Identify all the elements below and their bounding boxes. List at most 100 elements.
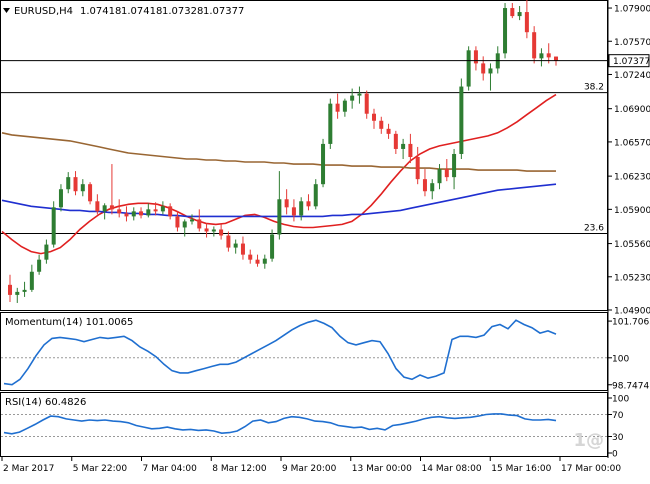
rsi-panel-frame (0, 392, 608, 457)
bull-candle (452, 153, 457, 178)
time-axis-label: 8 Mar 12:00 (212, 464, 267, 474)
price-panel-frame (0, 0, 608, 311)
time-axis: 2 Mar 2017 5 Mar 22:00 7 Mar 04:00 8 Mar 12… (1, 457, 621, 474)
bear-candle (306, 201, 311, 207)
price-header-symbol: EURUSD,H4 (14, 6, 73, 17)
time-axis-label: 9 Mar 20:00 (282, 464, 337, 474)
price-axis-label: 1.07240 (614, 71, 650, 81)
bear-candle (168, 206, 173, 217)
bull-candle (233, 243, 238, 248)
fib-level-label: 23.6 (584, 224, 604, 234)
time-axis-label: 15 Mar 16:00 (491, 464, 551, 474)
bull-candle (102, 205, 107, 212)
bear-candle (393, 133, 398, 149)
bull-candle (277, 199, 282, 235)
bull-candle (350, 95, 355, 101)
rsi-indicator: 100 70 30 0 (1, 395, 629, 460)
bull-candle (262, 258, 267, 264)
bear-candle (553, 56, 559, 61)
rsi-axis-label: 70 (612, 411, 624, 421)
bull-candle (131, 211, 136, 217)
bear-candle (153, 209, 158, 212)
candles (7, 0, 559, 303)
bull-candle (146, 209, 151, 216)
momentum-axis-label: 98.7474 (612, 381, 649, 391)
time-axis-label: 7 Mar 04:00 (143, 464, 198, 474)
bull-candle (15, 291, 20, 295)
bear-candle (371, 113, 377, 121)
fib-levels: 38.2 23.6 (1, 83, 607, 235)
collapse-triangle-icon[interactable] (3, 8, 10, 13)
bear-candle (175, 216, 180, 228)
bear-candle (240, 243, 245, 255)
momentum-indicator: 101.7063 100 98.7474 (1, 318, 650, 391)
bull-candle (80, 184, 85, 192)
current-price-box (608, 54, 650, 68)
bear-candle (7, 284, 13, 295)
rsi-line (3, 413, 557, 435)
bear-candle (444, 169, 449, 178)
rsi-axis-label: 0 (612, 450, 618, 460)
bull-candle (321, 143, 326, 185)
bear-candle (408, 143, 413, 158)
time-axis-label: 2 Mar 2017 (3, 464, 54, 474)
ohlc-close: 1.07377 (203, 6, 244, 17)
price-axis-label: 1.05230 (614, 273, 650, 283)
bear-candle (473, 50, 478, 64)
price-axis-label: 1.05900 (614, 206, 650, 216)
bear-candle (510, 8, 515, 17)
bull-candle (437, 169, 442, 184)
current-price-label: 1.07377 (613, 57, 650, 67)
bull-candle (401, 143, 406, 149)
bear-candle (481, 63, 486, 74)
price-axis-label: 1.06570 (614, 138, 650, 148)
bull-candle (22, 289, 27, 292)
bear-candle (386, 128, 391, 134)
bull-candle (270, 234, 275, 259)
bear-candle (364, 93, 369, 114)
ohlc-high: 1.07418 (121, 6, 162, 17)
bear-candle (139, 211, 144, 216)
bear-candle (422, 179, 427, 192)
bull-candle (29, 271, 34, 290)
time-axis-label: 14 Mar 08:00 (422, 464, 482, 474)
bull-candle (37, 259, 42, 272)
bull-candle (503, 8, 508, 54)
fib-level-label: 38.2 (584, 83, 604, 93)
bull-candle (357, 93, 362, 96)
bull-candle (44, 244, 49, 260)
bull-candle (160, 206, 165, 212)
momentum-line (3, 319, 557, 386)
bear-candle (73, 177, 78, 192)
bull-candle (517, 12, 522, 17)
time-axis-label: 13 Mar 00:00 (352, 464, 412, 474)
bull-candle (539, 53, 544, 59)
price-axis-label: 1.06230 (614, 173, 650, 183)
watermark: 1@ (573, 430, 604, 451)
momentum-panel-title: Momentum(14) 101.0065 (5, 317, 133, 328)
bear-candle (204, 228, 209, 232)
bear-candle (248, 254, 253, 260)
time-axis-label: 17 Mar 00:00 (561, 464, 621, 474)
bear-candle (284, 199, 289, 208)
bull-candle (299, 201, 304, 216)
bear-candle (109, 205, 114, 210)
bull-candle (211, 229, 216, 232)
bull-candle (58, 189, 63, 208)
bull-candle (51, 207, 56, 245)
bear-candle (197, 219, 202, 229)
bull-candle (182, 221, 187, 228)
time-axis-label: 5 Mar 22:00 (73, 464, 128, 474)
bear-candle (415, 157, 420, 180)
price-axis-label: 1.04900 (614, 307, 650, 317)
bear-candle (124, 213, 129, 217)
price-axis: 1.07900 1.07570 1.07240 1.06900 1.06570 1.062… (608, 5, 650, 317)
bear-candle (95, 201, 100, 212)
bear-candle (117, 209, 122, 214)
price-axis-label: 1.05560 (614, 240, 650, 250)
bear-candle (291, 207, 296, 216)
bear-candle (379, 120, 384, 129)
bear-candle (255, 259, 260, 264)
ohlc-open: 1.07418 (80, 6, 121, 17)
